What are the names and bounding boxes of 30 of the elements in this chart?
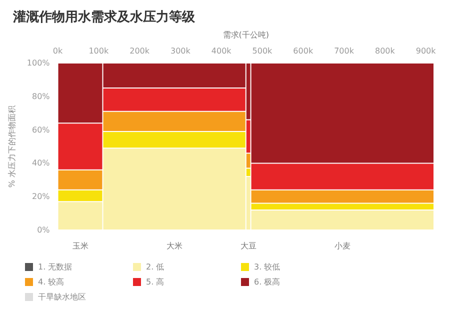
y-tick-label: 100% <box>26 58 50 68</box>
x-tick-label: 500k <box>252 46 273 56</box>
annotation: 玉米 <box>72 242 88 250</box>
x-tick-label: 700k <box>334 46 354 56</box>
legend-label: 4. 较高 <box>38 278 64 286</box>
y-tick-label: 40% <box>32 158 50 168</box>
legend-label: 干旱缺水地区 <box>38 292 86 302</box>
x-tick-label: 300k <box>170 46 191 56</box>
x-tick-label: 200k <box>130 46 150 56</box>
x-tick-label: 100k <box>88 46 109 56</box>
chart-title: 灌溉作物用水需求及水压力等级 <box>12 9 196 25</box>
annotation: 大豆 <box>240 242 256 250</box>
legend-label: 5. 高 <box>146 278 164 286</box>
x-tick-label: 900k <box>416 46 436 56</box>
x-axis-title: 需求(千公吨) <box>222 30 270 40</box>
legend-label: 3. 较低 <box>254 262 280 272</box>
y-tick-label: 0% <box>37 226 50 234</box>
x-tick-label: 600k <box>293 46 314 56</box>
legend-label: 6. 极高 <box>254 278 280 286</box>
legend-label: 1. 无数据 <box>38 262 72 272</box>
legend-label: 2. 低 <box>146 262 164 272</box>
y-tick-label: 80% <box>32 92 50 101</box>
y-tick-label: 20% <box>32 192 50 202</box>
annotation: 小麦 <box>334 242 350 250</box>
annotation: 大米 <box>166 242 182 250</box>
y-tick-label: 60% <box>32 125 50 134</box>
x-tick-label: 0k <box>52 46 63 56</box>
y-axis-title: % 水压力下的作物面积 <box>8 105 16 188</box>
x-tick-label: 400k <box>211 46 232 56</box>
x-tick-label: 800k <box>374 46 396 56</box>
